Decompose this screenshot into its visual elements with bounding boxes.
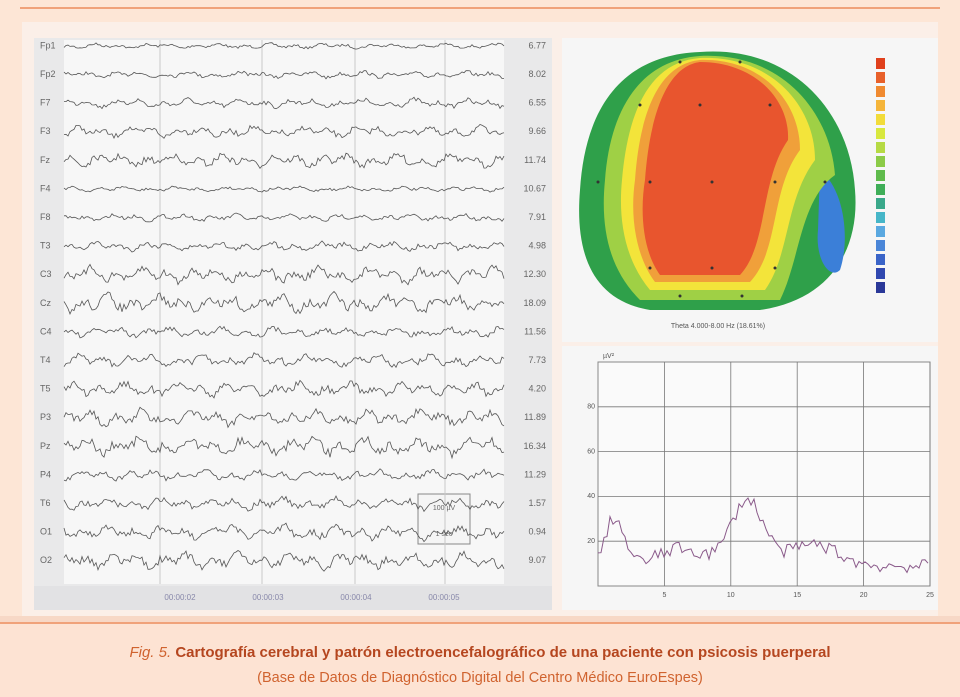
channel-value: 11.74 xyxy=(524,155,546,165)
colorbar-swatch xyxy=(876,226,885,237)
electrode xyxy=(769,104,772,107)
colorbar-swatch xyxy=(876,198,885,209)
electrode xyxy=(679,295,682,298)
electrode xyxy=(597,181,600,184)
time-label: 00:00:03 xyxy=(252,593,284,602)
y-tick-label: 60 xyxy=(587,448,595,455)
electrode xyxy=(699,104,702,107)
channel-label: Fz xyxy=(40,155,50,165)
channel-value: 9.07 xyxy=(528,555,546,565)
channel-value: 18.09 xyxy=(523,298,546,308)
colorbar-swatch xyxy=(876,184,885,195)
figure: 100 µV 1 sec Theta 4.000-8.00 Hz (18.61%… xyxy=(0,0,960,622)
colorbar-swatch xyxy=(876,254,885,265)
channel-label: O2 xyxy=(40,555,52,565)
colorbar-swatch xyxy=(876,114,885,125)
spectrum-area xyxy=(598,362,930,586)
electrode xyxy=(739,61,742,64)
channel-value: 7.91 xyxy=(528,212,546,222)
figure-title: Cartografía cerebral y patrón electroenc… xyxy=(175,644,830,661)
channel-value: 6.55 xyxy=(528,98,546,108)
channel-value: 1.57 xyxy=(528,498,546,508)
channel-label: Fp1 xyxy=(40,40,56,50)
channel-value: 12.30 xyxy=(523,269,546,279)
colorbar-swatch xyxy=(876,268,885,279)
colorbar-swatch xyxy=(876,240,885,251)
colorbar-swatch xyxy=(876,58,885,69)
caption: Fig. 5. Cartografía cerebral y patrón el… xyxy=(0,622,960,697)
scale-amplitude: 100 µV xyxy=(433,505,456,512)
x-tick-label: 15 xyxy=(793,592,801,599)
channel-label: F8 xyxy=(40,212,51,222)
channel-label: F7 xyxy=(40,98,51,108)
y-tick-label: 20 xyxy=(587,538,595,545)
channel-value: 0.94 xyxy=(528,527,546,537)
figure-number: Fig. 5. xyxy=(129,644,171,661)
x-tick-label: 25 xyxy=(926,592,934,599)
x-tick-label: 10 xyxy=(727,592,735,599)
colorbar-swatch xyxy=(876,128,885,139)
channel-value: 7.73 xyxy=(528,355,546,365)
colorbar-swatch xyxy=(876,212,885,223)
channel-value: 10.67 xyxy=(523,183,546,193)
channel-value: 11.89 xyxy=(524,412,546,422)
colorbar-swatch xyxy=(876,156,885,167)
electrode xyxy=(639,104,642,107)
figure-source: (Base de Datos de Diagnóstico Digital de… xyxy=(0,670,960,686)
y-tick-label: 80 xyxy=(587,404,595,411)
time-label: 00:00:04 xyxy=(340,593,372,602)
x-tick-label: 5 xyxy=(662,592,666,599)
channel-value: 4.20 xyxy=(528,384,546,394)
electrode xyxy=(774,181,777,184)
electrode xyxy=(679,61,682,64)
channel-label: T4 xyxy=(40,355,51,365)
spectrum-unit: µV² xyxy=(603,353,615,360)
electrode xyxy=(824,181,827,184)
channel-label: F3 xyxy=(40,126,51,136)
time-bar xyxy=(34,586,552,610)
time-label: 00:00:05 xyxy=(428,593,460,602)
channel-label: P3 xyxy=(40,412,51,422)
channel-label: Pz xyxy=(40,441,51,451)
caption-line: Fig. 5. Cartografía cerebral y patrón el… xyxy=(0,644,960,661)
channel-value: 16.34 xyxy=(523,441,546,451)
channel-value: 8.02 xyxy=(528,69,546,79)
electrode xyxy=(741,295,744,298)
channel-value: 9.66 xyxy=(528,126,546,136)
channel-label: T5 xyxy=(40,384,51,394)
electrode xyxy=(711,267,714,270)
colorbar-swatch xyxy=(876,142,885,153)
channel-label: T6 xyxy=(40,498,51,508)
channel-value: 11.29 xyxy=(524,469,546,479)
channel-value: 11.56 xyxy=(524,326,546,336)
channel-value: 6.77 xyxy=(528,40,546,50)
x-tick-label: 20 xyxy=(860,592,868,599)
colorbar-swatch xyxy=(876,72,885,83)
channel-label: C4 xyxy=(40,326,52,336)
colorbar-swatch xyxy=(876,170,885,181)
topomap-caption: Theta 4.000-8.00 Hz (18.61%) xyxy=(671,323,765,330)
y-tick-label: 40 xyxy=(587,493,595,500)
electrode xyxy=(711,181,714,184)
channel-label: Cz xyxy=(40,298,51,308)
channel-label: Fp2 xyxy=(40,69,56,79)
colorbar xyxy=(876,58,885,293)
electrode xyxy=(649,181,652,184)
colorbar-swatch xyxy=(876,86,885,97)
channel-label: C3 xyxy=(40,269,52,279)
page: {"eeg": { "channels": [ {"label": "Fp1",… xyxy=(0,0,960,697)
channel-label: T3 xyxy=(40,241,51,251)
electrode xyxy=(774,267,777,270)
time-label: 00:00:02 xyxy=(164,593,196,602)
colorbar-swatch xyxy=(876,100,885,111)
channel-label: O1 xyxy=(40,527,52,537)
electrode xyxy=(649,267,652,270)
channel-value: 4.98 xyxy=(528,241,546,251)
colorbar-swatch xyxy=(876,282,885,293)
channel-label: P4 xyxy=(40,469,51,479)
channel-label: F4 xyxy=(40,183,51,193)
